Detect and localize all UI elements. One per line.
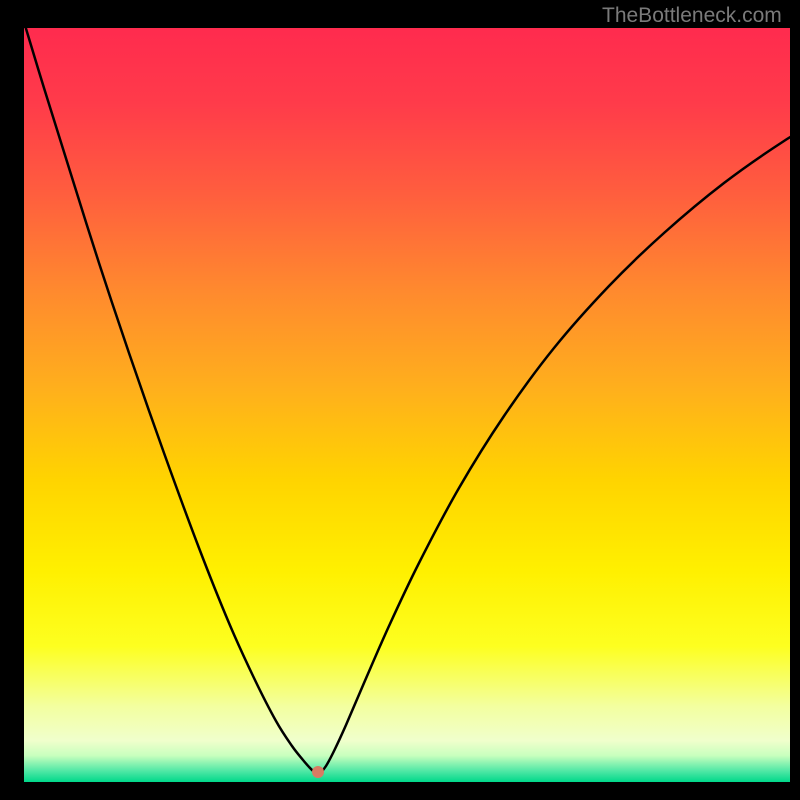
plot-area	[24, 28, 790, 782]
bottleneck-curve	[24, 28, 790, 782]
optimum-marker-dot	[312, 766, 324, 778]
curve-path	[24, 28, 790, 774]
watermark-text: TheBottleneck.com	[602, 4, 782, 28]
